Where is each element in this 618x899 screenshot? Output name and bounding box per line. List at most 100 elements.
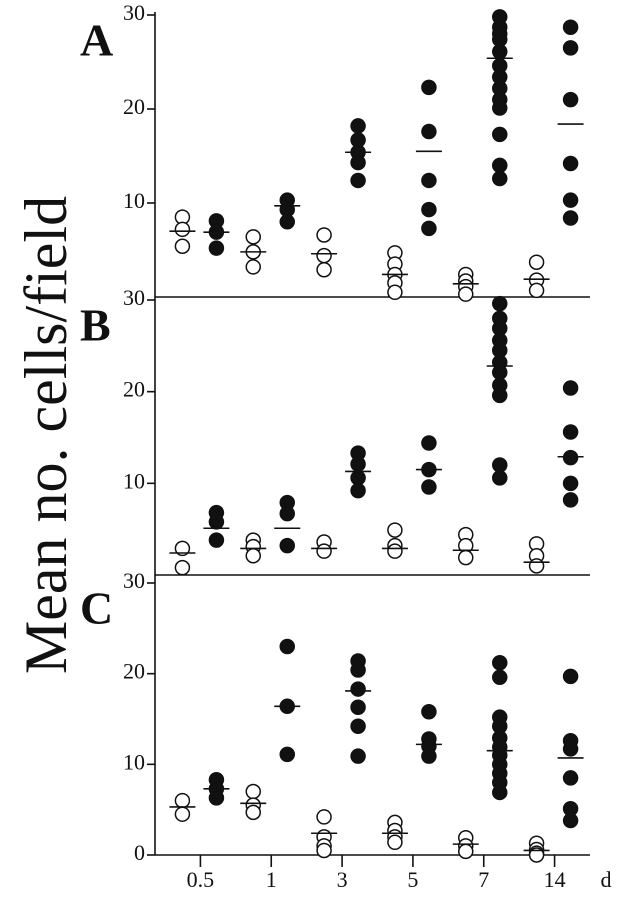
data-point (421, 220, 437, 237)
data-point (208, 240, 225, 256)
data-point (245, 229, 261, 245)
x-tick-label: 7 (478, 867, 489, 892)
data-point (492, 669, 508, 686)
data-point (245, 548, 261, 564)
data-point (421, 435, 437, 451)
data-point (350, 718, 366, 735)
data-point (421, 123, 437, 140)
y-tick-label: 10 (123, 468, 145, 493)
data-point (492, 170, 508, 187)
data-point (316, 227, 332, 243)
data-point (421, 79, 437, 96)
y-tick-label: 20 (123, 659, 145, 684)
data-point (562, 492, 579, 508)
data-point (562, 668, 579, 685)
data-point (562, 741, 579, 757)
data-point (174, 221, 191, 238)
data-point (245, 804, 261, 821)
y-tick-label: 10 (123, 188, 145, 213)
data-point (458, 843, 474, 860)
x-tick-label: 14 (544, 867, 566, 892)
data-point (350, 470, 366, 486)
y-tick-label: 30 (123, 0, 145, 25)
data-point (421, 748, 437, 764)
data-point (528, 558, 545, 574)
data-point (562, 770, 579, 786)
data-point (350, 154, 366, 171)
data-point (387, 834, 403, 851)
data-point (316, 261, 332, 278)
data-point (387, 522, 403, 538)
data-point (421, 201, 437, 218)
data-point (421, 172, 437, 189)
data-point (492, 295, 508, 312)
y-tick-label: 10 (123, 749, 145, 774)
data-point (562, 475, 579, 492)
data-point (387, 284, 403, 301)
y-tick-label: 30 (123, 285, 145, 310)
data-point (458, 549, 474, 566)
data-point (350, 699, 366, 715)
data-point (174, 792, 191, 809)
data-point (492, 157, 508, 174)
data-point (562, 380, 579, 396)
data-point (421, 479, 437, 495)
x-tick-label: 3 (337, 867, 348, 892)
data-point (492, 100, 508, 116)
data-point (316, 543, 332, 559)
data-point (245, 259, 261, 275)
data-point (279, 505, 295, 522)
data-point (350, 172, 366, 189)
data-point (492, 387, 508, 404)
data-point (492, 784, 508, 801)
data-point (174, 540, 191, 557)
y-tick-label: 0 (134, 840, 145, 865)
panel-label: B (80, 300, 111, 351)
data-point (492, 43, 508, 60)
data-point (562, 155, 579, 172)
data-point (208, 790, 225, 806)
data-point (350, 456, 366, 472)
data-point (562, 91, 579, 108)
data-point (174, 238, 191, 254)
data-point (208, 514, 225, 530)
data-point (350, 748, 366, 764)
x-tick-label: 1 (266, 867, 277, 892)
data-point (492, 364, 508, 381)
data-point (350, 662, 366, 678)
data-point (528, 847, 545, 863)
data-point (279, 214, 295, 230)
data-point (279, 638, 295, 655)
data-point (562, 19, 579, 35)
data-point (528, 282, 545, 299)
panel-label: C (80, 583, 113, 634)
panel-label: A (80, 15, 113, 66)
data-point (350, 681, 366, 697)
data-point (316, 842, 332, 859)
data-point (492, 457, 508, 473)
data-point (492, 655, 508, 671)
data-point (562, 424, 579, 440)
data-point (245, 783, 261, 800)
data-point (350, 482, 366, 499)
data-point (492, 126, 508, 143)
data-point (562, 192, 579, 208)
data-point (528, 254, 545, 270)
y-tick-label: 20 (123, 377, 145, 402)
data-point (492, 470, 508, 486)
y-tick-label: 30 (123, 568, 145, 593)
data-point (562, 449, 579, 466)
data-point (387, 543, 403, 559)
data-point (174, 806, 191, 822)
data-point (174, 559, 191, 576)
data-point (458, 286, 474, 302)
data-point (316, 247, 332, 264)
data-point (562, 812, 579, 829)
y-axis-title: Mean no. cells/field (13, 196, 79, 674)
data-point (208, 532, 225, 548)
data-point (562, 40, 579, 56)
data-point (562, 210, 579, 226)
data-point (279, 537, 295, 554)
data-point (316, 809, 332, 825)
